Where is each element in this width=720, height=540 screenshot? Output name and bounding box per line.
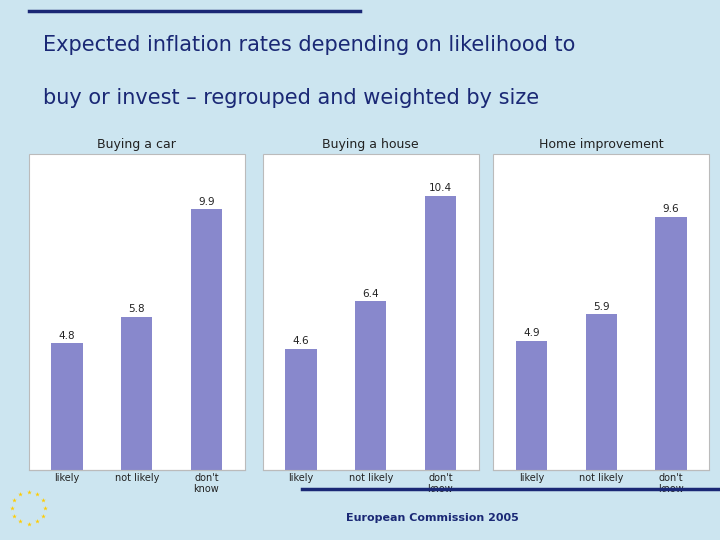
Bar	[355, 301, 387, 470]
Bar	[585, 314, 617, 470]
Bar	[655, 217, 687, 470]
Bar	[51, 343, 83, 470]
Bar	[285, 349, 317, 470]
Text: buy or invest – regrouped and weighted by size: buy or invest – regrouped and weighted b…	[43, 88, 539, 109]
Text: 4.9: 4.9	[523, 328, 540, 338]
Text: 5.8: 5.8	[128, 305, 145, 314]
Text: Expected inflation rates depending on likelihood to: Expected inflation rates depending on li…	[43, 35, 575, 56]
Title: Buying a house: Buying a house	[323, 138, 419, 151]
Text: 6.4: 6.4	[362, 289, 379, 299]
Text: 10.4: 10.4	[429, 184, 452, 193]
Text: 5.9: 5.9	[593, 302, 610, 312]
Bar	[516, 341, 547, 470]
Text: 4.6: 4.6	[293, 336, 310, 346]
Text: 4.8: 4.8	[59, 331, 76, 341]
Title: Buying a car: Buying a car	[97, 138, 176, 151]
Bar	[425, 196, 456, 470]
Text: 9.9: 9.9	[198, 197, 215, 207]
Title: Home improvement: Home improvement	[539, 138, 664, 151]
Bar	[191, 209, 222, 470]
Text: European Commission 2005: European Commission 2005	[346, 512, 518, 523]
Bar	[121, 317, 153, 470]
Text: 9.6: 9.6	[662, 205, 679, 214]
